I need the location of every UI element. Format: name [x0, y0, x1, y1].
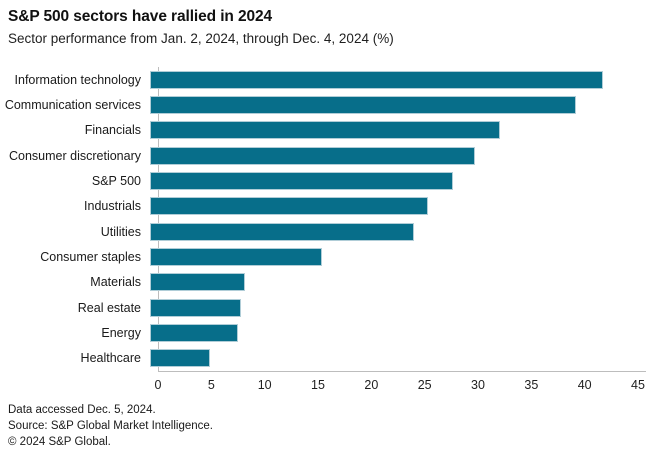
x-tick-label: 35: [524, 378, 539, 392]
chart-row: S&P 500: [0, 168, 660, 193]
category-label: Consumer staples: [40, 249, 141, 264]
x-tick-label: 25: [417, 378, 432, 392]
x-tick-label: 20: [364, 378, 379, 392]
x-tick-label: 10: [257, 378, 272, 392]
category-label: Energy: [101, 325, 141, 340]
category-label: Industrials: [84, 199, 141, 214]
bar: [150, 247, 322, 266]
x-tick-label: 40: [577, 378, 592, 392]
bar: [150, 70, 604, 89]
footer-accessed: Data accessed Dec. 5, 2024.: [8, 404, 156, 416]
category-label: Information technology: [14, 72, 141, 87]
chart-row: Energy: [0, 320, 660, 345]
bar: [150, 146, 476, 165]
bar-track: [150, 244, 638, 269]
x-axis-line: [158, 371, 646, 372]
bar-track: [150, 143, 638, 168]
bar-track: [150, 194, 638, 219]
category-label: Consumer discretionary: [9, 148, 141, 163]
chart-row: Healthcare: [0, 346, 660, 371]
chart-row: Real estate: [0, 295, 660, 320]
chart-row: Industrials: [0, 194, 660, 219]
x-tick-label: 5: [207, 378, 215, 392]
category-label: Utilities: [100, 224, 141, 239]
category-label: Communication services: [4, 97, 141, 112]
bar: [150, 121, 500, 140]
footer-source: Source: S&P Global Market Intelligence.: [8, 420, 213, 432]
category-label: S&P 500: [91, 173, 141, 188]
bar-chart: Information technology Communication serv…: [0, 67, 660, 371]
bar-track: [150, 295, 638, 320]
x-tick-label: 45: [631, 378, 645, 392]
bar: [150, 95, 576, 114]
category-label: Real estate: [77, 300, 141, 315]
bar-track: [150, 320, 638, 345]
bar-track: [150, 67, 638, 92]
bar: [150, 349, 210, 368]
bar: [150, 298, 241, 317]
footer-copyright: © 2024 S&P Global.: [8, 436, 111, 448]
bar: [150, 171, 453, 190]
chart-row: Consumer discretionary: [0, 143, 660, 168]
bar-track: [150, 118, 638, 143]
category-label: Materials: [90, 275, 141, 290]
category-label: Healthcare: [80, 351, 141, 366]
chart-row: Utilities: [0, 219, 660, 244]
chart-row: Consumer staples: [0, 244, 660, 269]
footer-notes: Data accessed Dec. 5, 2024. Source: S&P …: [8, 402, 213, 450]
chart-row: Communication services: [0, 92, 660, 117]
bar: [150, 273, 245, 292]
x-tick-label: 30: [471, 378, 485, 392]
chart-subtitle: Sector performance from Jan. 2, 2024, th…: [8, 31, 394, 46]
x-tick-label: 0: [154, 378, 162, 392]
bar-track: [150, 346, 638, 371]
bar: [150, 222, 414, 241]
chart-row: Financials: [0, 118, 660, 143]
bar-track: [150, 219, 638, 244]
bar-track: [150, 92, 638, 117]
category-label: Financials: [84, 123, 141, 138]
bar: [150, 197, 429, 216]
bar-track: [150, 168, 638, 193]
bar: [150, 323, 238, 342]
bar-track: [150, 270, 638, 295]
y-axis-line: [158, 67, 159, 371]
chart-row: Information technology: [0, 67, 660, 92]
chart-row: Materials: [0, 270, 660, 295]
x-tick-label: 15: [311, 378, 325, 392]
chart-title: S&P 500 sectors have rallied in 2024: [8, 8, 273, 25]
